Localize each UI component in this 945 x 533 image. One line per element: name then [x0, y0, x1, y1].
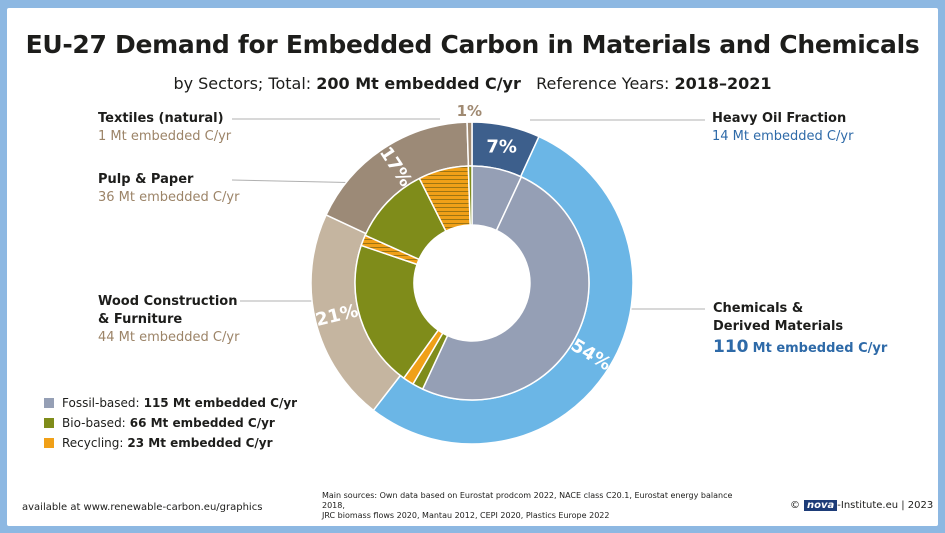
footer-copyright: © nova -Institute.eu | 2023 — [790, 500, 934, 511]
nova-logo: nova — [804, 500, 838, 511]
footer-available: available at www.renewable-carbon.eu/gra… — [22, 502, 263, 513]
label-heavy-oil: Heavy Oil Fraction 14 Mt embedded C/yr — [712, 111, 854, 144]
recycling-swatch — [44, 438, 54, 448]
legend-item-recycling: Recycling: 23 Mt embedded C/yr — [44, 433, 297, 453]
inner-slice-wood-construction-furniture-bio — [354, 244, 440, 380]
percent-label-textiles-natural: 1% — [457, 102, 482, 120]
chart-title: EU-27 Demand for Embedded Carbon in Mate… — [25, 30, 920, 59]
footer-sources: Main sources: Own data based on Eurostat… — [322, 491, 733, 520]
label-textiles: Textiles (natural) 1 Mt embedded C/yr — [98, 111, 232, 144]
chemicals-value-unit: Mt embedded C/yr — [752, 341, 888, 356]
label-wood-construction: Wood Construction & Furniture 44 Mt embe… — [98, 294, 240, 345]
chemicals-value-number: 110 — [713, 337, 749, 357]
chart-subtitle: by Sectors; Total: 200 Mt embedded C/yr … — [173, 74, 772, 93]
label-chemicals: Chemicals & Derived Materials 110 Mt emb… — [713, 301, 888, 357]
label-pulp-paper: Pulp & Paper 36 Mt embedded C/yr — [98, 172, 240, 205]
legend-item-fossil: Fossil-based: 115 Mt embedded C/yr — [44, 393, 297, 413]
inner-slice-chemicals-derived-materials-fossil — [421, 175, 590, 401]
bio-swatch — [44, 418, 54, 428]
inner-slice-textiles-natural-bio — [467, 165, 473, 226]
fossil-swatch — [44, 398, 54, 408]
legend-item-bio: Bio-based: 66 Mt embedded C/yr — [44, 413, 297, 433]
legend: Fossil-based: 115 Mt embedded C/yr Bio-ba… — [44, 393, 297, 453]
outer-slice-textiles-natural — [466, 121, 473, 167]
percent-label-heavy-oil-fraction: 7% — [486, 137, 517, 158]
